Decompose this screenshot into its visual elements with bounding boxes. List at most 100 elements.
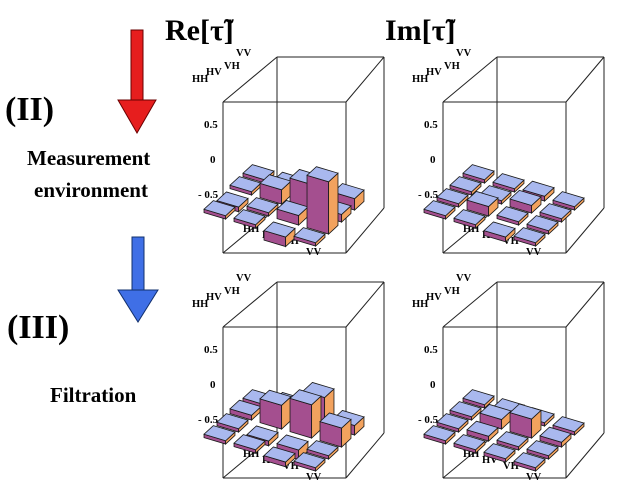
bar	[479, 403, 512, 430]
back-axis-label: HV	[426, 292, 442, 303]
bar	[423, 200, 456, 220]
bar	[246, 197, 279, 217]
back-axis-label: HH	[192, 299, 208, 310]
front-axis-label: VH	[283, 461, 299, 472]
bar	[552, 191, 585, 211]
back-axis-label: HV	[426, 67, 442, 78]
bar	[263, 221, 296, 248]
bounding-box	[222, 281, 385, 479]
header-imag: Im[τ̃]	[385, 14, 455, 47]
bar	[306, 440, 339, 460]
bar	[453, 209, 486, 229]
z-tick-label: 0	[430, 379, 436, 391]
bar	[462, 389, 495, 409]
stage-iii-caption: Filtration	[50, 383, 137, 407]
stage-iii-label: (III)	[7, 309, 69, 346]
front-axis-label: HH	[243, 224, 259, 235]
bounding-box	[442, 56, 605, 254]
back-axis-label: VV	[456, 273, 472, 284]
z-tick-label: 0	[210, 154, 216, 166]
front-axis-label: VV	[526, 472, 542, 483]
bar	[319, 412, 352, 448]
back-axis-label: VV	[456, 48, 472, 59]
bar	[539, 426, 572, 448]
bar	[449, 401, 482, 421]
stage-ii-caption-line1: Measurement	[27, 146, 150, 170]
z-tick-label: 0	[210, 379, 216, 391]
z-tick-label: - 0.5	[198, 414, 219, 426]
front-axis-label: VV	[306, 472, 322, 483]
bar	[509, 189, 542, 214]
z-tick-label: - 0.5	[198, 189, 219, 201]
bar	[526, 215, 559, 235]
back-axis-label: VV	[236, 273, 252, 284]
bar	[203, 425, 236, 445]
bar	[306, 166, 339, 235]
header-real: Re[τ̃]	[165, 14, 234, 47]
back-axis-label: VH	[224, 61, 240, 72]
bar	[423, 425, 456, 445]
bar	[229, 176, 262, 196]
bar	[492, 173, 525, 193]
bar	[513, 452, 546, 472]
back-axis-label: HV	[206, 67, 222, 78]
front-axis-label: VH	[503, 236, 519, 247]
bar	[462, 164, 495, 184]
stage-ii-caption-line2: environment	[34, 178, 148, 202]
z-tick-label: - 0.5	[418, 189, 439, 201]
bar	[436, 413, 469, 433]
back-axis-label: HH	[412, 74, 428, 85]
bar	[509, 403, 542, 439]
bar	[203, 200, 236, 220]
bar	[483, 221, 516, 243]
bar	[453, 434, 486, 454]
bar	[496, 206, 529, 226]
bar	[229, 399, 262, 421]
front-axis-label: HH	[463, 449, 479, 460]
bar	[289, 389, 322, 439]
bar	[552, 416, 585, 436]
bounding-box	[222, 56, 385, 254]
front-axis-label: VV	[306, 247, 322, 258]
bar	[449, 176, 482, 196]
bar	[263, 446, 296, 468]
back-axis-label: VV	[236, 48, 252, 59]
back-axis-label: HH	[192, 74, 208, 85]
bar	[233, 434, 266, 454]
blue-arrow	[117, 236, 159, 323]
bar	[466, 420, 499, 442]
bar	[483, 443, 516, 463]
red-arrow	[117, 29, 157, 135]
bar	[496, 431, 529, 451]
front-axis-label: HV	[482, 455, 498, 466]
front-axis-label: VV	[526, 247, 542, 258]
bar	[466, 190, 499, 217]
back-axis-label: VH	[444, 61, 460, 72]
z-tick-label: 0.5	[424, 119, 438, 131]
back-axis-label: HV	[206, 292, 222, 303]
bar	[293, 227, 326, 247]
front-axis-label: VH	[503, 461, 519, 472]
back-axis-label: HH	[412, 299, 428, 310]
stage-ii-label: (II)	[5, 91, 54, 128]
bar	[526, 440, 559, 460]
bar	[436, 188, 469, 208]
bar	[513, 227, 546, 247]
back-axis-label: VH	[224, 286, 240, 297]
bar	[216, 413, 249, 433]
z-tick-label: - 0.5	[418, 414, 439, 426]
z-tick-label: 0.5	[204, 119, 218, 131]
bar	[233, 209, 266, 229]
bar	[293, 452, 326, 472]
z-tick-label: 0.5	[424, 344, 438, 356]
bar	[539, 203, 572, 223]
back-axis-label: VH	[444, 286, 460, 297]
front-axis-label: HH	[463, 224, 479, 235]
bar	[259, 389, 292, 430]
z-tick-label: 0.5	[204, 344, 218, 356]
